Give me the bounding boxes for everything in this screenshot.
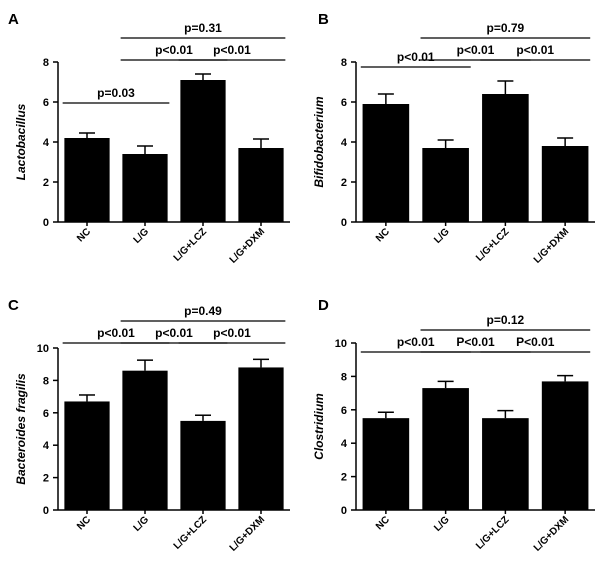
- significance-label: p<0.01: [213, 43, 251, 57]
- y-tick-label: 4: [341, 438, 348, 450]
- significance-label: p=0.49: [184, 304, 222, 318]
- significance-label: p<0.01: [97, 326, 135, 340]
- x-tick-label: NC: [75, 226, 93, 244]
- panel-a: A 0 2 4 6 8 Lactobacillus NC L/G L/G+LCZ L/G+DXM p=…: [8, 11, 290, 266]
- significance-label: p<0.01: [155, 43, 193, 57]
- significance-label: p<0.01: [516, 43, 554, 57]
- x-tick-label: L/G+DXM: [532, 514, 571, 553]
- x-tick-label: L/G+LCZ: [474, 226, 511, 263]
- y-tick-label: 8: [43, 375, 49, 387]
- significance-label: p=0.31: [184, 21, 222, 35]
- x-tick-label: L/G: [432, 226, 452, 246]
- y-tick-label: 2: [341, 177, 347, 189]
- y-axis-label: Clostridium: [312, 393, 326, 460]
- bar: [64, 138, 110, 222]
- panel-letter: A: [8, 11, 19, 28]
- y-tick-label: 8: [341, 57, 347, 69]
- bar: [541, 146, 589, 222]
- bar: [362, 104, 410, 222]
- bar: [180, 420, 226, 510]
- significance-label: p=0.03: [97, 86, 135, 100]
- y-tick-label: 6: [341, 405, 347, 417]
- y-tick-label: 8: [43, 57, 49, 69]
- panel-c: C 0 2 4 6 8 10 Bacteroides fragilis NC L/G L/G+LCZ…: [8, 297, 290, 554]
- y-tick-label: 10: [37, 343, 49, 355]
- bar: [180, 80, 226, 222]
- y-tick-label: 10: [335, 338, 347, 350]
- significance-label: p=0.79: [487, 21, 525, 35]
- significance-label: p<0.01: [397, 335, 435, 349]
- x-tick-label: L/G+LCZ: [172, 226, 209, 263]
- y-tick-label: 8: [341, 371, 347, 383]
- x-tick-label: L/G+LCZ: [474, 514, 511, 551]
- bar: [238, 148, 284, 222]
- y-tick-label: 6: [43, 97, 49, 109]
- y-axis-label: Bacteroides fragilis: [14, 373, 28, 485]
- bar: [122, 370, 168, 510]
- bar: [422, 388, 469, 510]
- significance-label: P<0.01: [516, 335, 555, 349]
- bar: [422, 148, 469, 222]
- panel-b: B 0 2 4 6 8 Bifidobacterium NC L/G L/G+LCZ L/G+DXM…: [312, 11, 595, 266]
- y-tick-label: 0: [341, 505, 347, 517]
- y-tick-label: 2: [43, 473, 49, 485]
- bar: [482, 94, 529, 222]
- y-tick-label: 0: [43, 217, 49, 229]
- significance-label: p<0.01: [397, 50, 435, 64]
- x-tick-label: L/G+LCZ: [172, 514, 209, 551]
- x-tick-label: NC: [75, 514, 93, 532]
- bar: [64, 401, 110, 510]
- y-tick-label: 4: [43, 137, 50, 149]
- x-tick-label: NC: [374, 226, 392, 244]
- panel-d: D 0 2 4 6 8 10 Clostridium NC L/G L/G+LCZ L/G+DXM p<…: [312, 297, 595, 554]
- significance-label: p<0.01: [457, 43, 495, 57]
- x-tick-label: L/G+DXM: [228, 226, 267, 265]
- y-tick-label: 2: [43, 177, 49, 189]
- bar: [362, 418, 410, 510]
- panel-letter: B: [318, 11, 329, 28]
- y-axis-label: Bifidobacterium: [312, 96, 326, 188]
- significance-label: p=0.12: [487, 313, 525, 327]
- y-tick-label: 4: [341, 137, 348, 149]
- bar: [122, 154, 168, 222]
- bar: [541, 381, 589, 510]
- x-tick-label: L/G: [132, 226, 152, 246]
- y-axis-label: Lactobacillus: [14, 103, 28, 180]
- x-tick-label: L/G+DXM: [532, 226, 571, 265]
- bar: [482, 418, 529, 510]
- x-tick-label: L/G: [432, 514, 452, 534]
- y-tick-label: 0: [43, 505, 49, 517]
- bar: [238, 367, 284, 510]
- x-tick-label: L/G: [132, 514, 152, 534]
- panel-letter: D: [318, 297, 329, 314]
- significance-label: P<0.01: [456, 335, 495, 349]
- y-tick-label: 4: [43, 440, 50, 452]
- y-tick-label: 6: [341, 97, 347, 109]
- y-tick-label: 0: [341, 217, 347, 229]
- panel-letter: C: [8, 297, 19, 314]
- x-tick-label: NC: [374, 514, 392, 532]
- y-tick-label: 2: [341, 472, 347, 484]
- significance-label: p<0.01: [213, 326, 251, 340]
- y-tick-label: 6: [43, 408, 49, 420]
- x-tick-label: L/G+DXM: [228, 514, 267, 553]
- significance-label: p<0.01: [155, 326, 193, 340]
